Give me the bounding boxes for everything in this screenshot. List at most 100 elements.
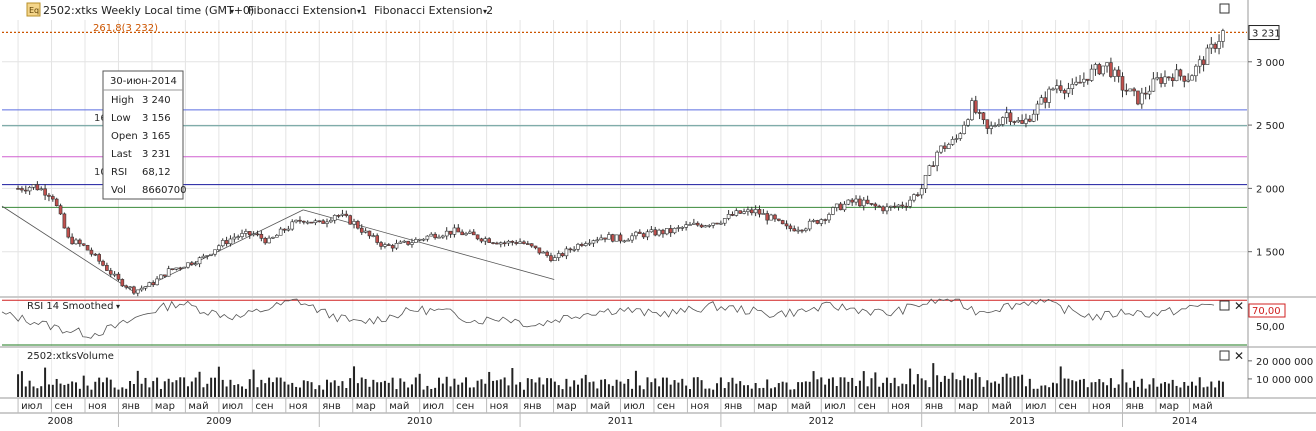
month-label: июл	[623, 401, 644, 412]
candle-body	[139, 287, 144, 291]
month-label: май	[188, 401, 208, 412]
candle-body	[97, 254, 101, 262]
month-label: ноя	[690, 401, 709, 412]
month-label: мар	[1159, 401, 1179, 412]
candle-body	[20, 188, 24, 191]
candle-body	[1217, 41, 1221, 49]
volume-title[interactable]: 2502:xtksVolume	[27, 351, 114, 362]
candle-body	[583, 243, 588, 246]
maximize-icon[interactable]	[1219, 3, 1230, 14]
candle-body	[854, 198, 858, 203]
candle-body	[39, 188, 44, 191]
fib-extension-2-label[interactable]: Fibonacci Extension 2	[374, 4, 493, 17]
volume-bars: 20 000 000 10 000 000	[17, 357, 1313, 397]
year-label: 2009	[206, 416, 231, 427]
candle-body	[1136, 90, 1140, 105]
candle-body	[371, 235, 376, 237]
candle-body	[614, 234, 619, 242]
fib1-dropdown-icon[interactable]: ▾	[357, 7, 361, 16]
candle-body	[719, 222, 723, 225]
candle-body	[309, 221, 314, 224]
candle-body	[935, 151, 939, 167]
last-price-badge	[1248, 25, 1280, 41]
candle-body	[649, 229, 654, 233]
candle-body	[294, 219, 298, 223]
candle-body	[780, 220, 785, 225]
candle-body	[861, 199, 866, 207]
fib-extension-1-label[interactable]: Fibonacci Extension 1	[248, 4, 367, 17]
symbol-icon[interactable]	[26, 2, 41, 17]
candle-body	[47, 194, 51, 197]
candle-body	[460, 231, 464, 236]
candle-body	[831, 207, 835, 215]
candle-body	[1016, 119, 1021, 123]
candle-body	[742, 211, 746, 214]
candle-body	[981, 112, 986, 121]
candle-body	[1097, 64, 1102, 75]
month-label: мар	[958, 401, 978, 412]
candle-body	[1024, 118, 1028, 124]
candle-body	[707, 225, 712, 227]
candle-body	[251, 233, 256, 236]
month-label: июл	[423, 401, 444, 412]
symbol-title[interactable]: 2502:xtks Weekly Local time (GMT+0)	[43, 4, 254, 17]
candle-body	[74, 239, 78, 245]
candle-body	[1116, 69, 1121, 77]
candle-body	[777, 218, 781, 221]
rsi-maximize-icon[interactable]	[1219, 300, 1230, 311]
candle-body	[375, 235, 379, 243]
fib-trend-line[interactable]	[303, 209, 555, 280]
candle-body	[757, 209, 762, 215]
candle-body	[313, 220, 318, 224]
candle-body	[556, 253, 561, 258]
candle-body	[421, 238, 426, 241]
candle-body	[178, 267, 183, 270]
candle-body	[962, 124, 966, 134]
candle-body	[116, 273, 121, 280]
volume-tick-label: 10 000 000	[1256, 375, 1313, 386]
candle-body	[819, 219, 824, 224]
candle-body	[1143, 92, 1148, 95]
fib2-dropdown-icon[interactable]: ▾	[483, 7, 487, 16]
candle-body	[201, 255, 206, 258]
candle-body	[78, 239, 82, 245]
candle-body	[730, 214, 735, 216]
month-label: мар	[757, 401, 777, 412]
candle-body	[43, 188, 47, 196]
fib-trend-line[interactable]	[1, 205, 135, 293]
volume-close-icon[interactable]: ✕	[1234, 349, 1244, 363]
rsi-dropdown-icon[interactable]: ▾	[116, 302, 120, 311]
candle-body	[738, 210, 742, 214]
rsi-close-icon[interactable]: ✕	[1234, 299, 1244, 313]
month-label: июл	[222, 401, 243, 412]
month-label: ноя	[490, 401, 509, 412]
symbol-icon-label: Eq	[29, 6, 39, 15]
info-last-value: 3 231	[142, 149, 171, 160]
candle-body	[1124, 89, 1129, 92]
month-label: май	[389, 401, 409, 412]
info-box-frame	[102, 70, 184, 200]
fib-marker-label: 261,8(3 232)	[93, 23, 158, 34]
candle-body	[641, 233, 646, 238]
candle-body	[1178, 69, 1183, 77]
month-label: янв	[724, 401, 743, 412]
candle-body	[618, 234, 623, 242]
month-label: май	[992, 401, 1012, 412]
volume-maximize-icon[interactable]	[1219, 350, 1230, 361]
candle-body	[344, 213, 349, 216]
price-tick-label: 1 500	[1256, 248, 1285, 259]
symbol-dropdown-icon[interactable]: ▾	[230, 7, 234, 16]
month-label: ноя	[88, 401, 107, 412]
candle-body	[672, 227, 677, 234]
candle-body	[796, 229, 800, 232]
rsi-mid-label: 50,00	[1256, 322, 1285, 333]
candle-body	[425, 235, 430, 240]
candle-body	[970, 100, 974, 121]
candle-body	[193, 263, 198, 266]
candle-body	[479, 238, 484, 242]
candle-body	[352, 221, 356, 225]
candle-body	[255, 233, 260, 236]
rsi-title[interactable]: RSI 14 Smoothed	[27, 301, 113, 312]
candle-body	[271, 236, 275, 239]
